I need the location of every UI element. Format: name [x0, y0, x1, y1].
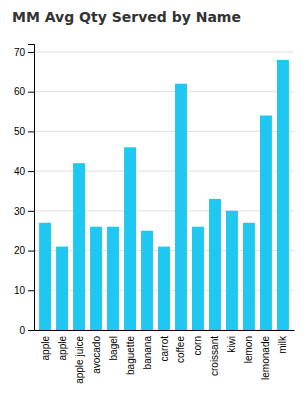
bars — [39, 60, 289, 330]
bar — [90, 227, 102, 330]
bar — [73, 163, 85, 330]
bar — [175, 84, 187, 330]
tick: corn — [192, 336, 203, 355]
tick-label: bagel — [108, 336, 119, 360]
bar — [158, 247, 170, 330]
axis-domain — [35, 330, 295, 331]
axis-domain — [28, 45, 35, 331]
tick: apple juice — [74, 336, 85, 384]
tick-label: 40 — [14, 166, 26, 177]
tick-label: 60 — [14, 86, 26, 97]
tick-label: 50 — [14, 126, 26, 137]
tick: 0 — [19, 325, 34, 336]
plot: 0 10 20 30 40 50 60 70 apple apple apple juice avoc… — [14, 45, 295, 384]
bar — [39, 223, 51, 330]
bar — [226, 211, 238, 330]
x-axis: apple apple apple juice avocado bagel baguett… — [35, 331, 295, 384]
grid-line — [34, 171, 294, 172]
tick-label: 70 — [14, 47, 26, 58]
grid-line — [34, 210, 294, 211]
tick-label: avocado — [91, 336, 102, 374]
tick-mark — [28, 251, 34, 252]
tick: 40 — [14, 166, 34, 177]
tick: baguette — [125, 336, 136, 375]
tick-mark — [28, 330, 34, 331]
tick-label: carrot — [159, 336, 170, 362]
tick-mark — [28, 290, 34, 291]
tick-label: apple — [57, 336, 68, 361]
grid-line — [34, 51, 294, 52]
tick-label: 20 — [14, 245, 26, 256]
tick: lemon — [243, 336, 254, 363]
tick: kiwi — [226, 336, 237, 353]
tick-label: apple juice — [74, 336, 85, 384]
title: MM Avg Qty Served by Name — [12, 9, 241, 25]
tick-label: croissant — [209, 336, 220, 376]
tick: coffee — [175, 336, 186, 363]
tick: 60 — [14, 86, 34, 97]
tick: 30 — [14, 206, 34, 217]
bar — [141, 231, 153, 330]
bar — [260, 116, 272, 331]
bar — [277, 60, 289, 330]
tick-label: 10 — [14, 285, 26, 296]
tick-label: banana — [142, 336, 153, 370]
tick: apple — [57, 336, 68, 361]
grid — [34, 52, 294, 330]
bar — [56, 247, 68, 330]
tick-mark — [28, 211, 34, 212]
bar — [124, 147, 136, 330]
tick: banana — [142, 336, 153, 370]
chart: MM Avg Qty Served by Name 0 10 20 30 40 50 60 70… — [0, 0, 308, 408]
tick-mark — [28, 171, 34, 172]
bar — [192, 227, 204, 330]
tick-label: corn — [192, 336, 203, 355]
tick-label: lemonade — [260, 336, 271, 380]
tick: 50 — [14, 126, 34, 137]
grid-line — [34, 131, 294, 132]
bar — [209, 199, 221, 330]
tick-label: milk — [277, 335, 288, 354]
y-axis: 0 10 20 30 40 50 60 70 — [14, 45, 35, 336]
tick-mark — [28, 131, 34, 132]
tick-label: coffee — [175, 336, 186, 363]
tick: 10 — [14, 285, 34, 296]
tick: lemonade — [260, 336, 271, 380]
tick-label: lemon — [243, 336, 254, 363]
grid-line — [34, 91, 294, 92]
tick-label: kiwi — [226, 336, 237, 353]
tick-label: 30 — [14, 206, 26, 217]
tick: carrot — [159, 336, 170, 362]
tick-mark — [28, 92, 34, 93]
tick-label: baguette — [125, 336, 136, 375]
tick: avocado — [91, 336, 102, 374]
tick-label: apple — [40, 336, 51, 361]
tick: 20 — [14, 245, 34, 256]
tick: milk — [277, 335, 288, 354]
tick: croissant — [209, 336, 220, 376]
tick: 70 — [14, 47, 34, 58]
bar — [107, 227, 119, 330]
tick-mark — [28, 52, 34, 53]
bar — [243, 223, 255, 330]
tick: apple — [40, 336, 51, 361]
tick: bagel — [108, 336, 119, 360]
tick-label: 0 — [19, 325, 25, 336]
